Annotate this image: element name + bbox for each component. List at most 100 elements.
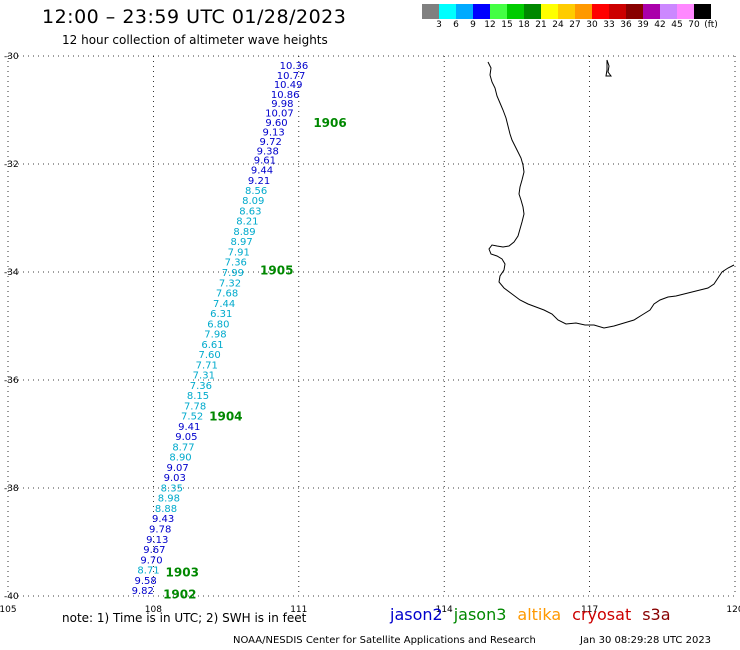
wave-height-observations: 10.3610.7710.4910.869.9810.079.609.139.7… [132,61,309,597]
pass-time-label: 1903 [166,566,199,580]
wave-height-value: 9.13 [146,535,168,546]
wave-height-value: 9.60 [265,118,287,129]
wave-height-value: 8.35 [161,483,183,494]
pass-time-label: 1904 [209,410,242,424]
lon-tick-label: 111 [290,605,307,615]
map-grid [7,55,736,597]
wave-height-value: 9.78 [149,525,171,536]
scale-label: 39 [637,20,649,30]
wave-height-value: 10.86 [271,90,300,101]
wave-height-value: 9.03 [164,473,186,484]
generated-timestamp: Jan 30 08:29:28 UTC 2023 [580,635,712,646]
wave-height-value: 10.77 [277,71,306,82]
pass-time-label: 1905 [260,263,293,277]
scale-swatch [677,4,694,19]
wave-height-value: 7.91 [228,247,250,258]
coastline-island [605,59,612,77]
lat-tick-label: -34 [4,268,19,278]
map-title: 12:00 – 23:59 UTC 01/28/2023 [42,6,347,28]
lat-tick-label: -32 [4,160,19,170]
lat-tick-label: -36 [4,376,19,386]
wave-height-value: 8.63 [239,206,261,217]
scale-swatch [694,4,711,19]
wave-height-value: 9.67 [143,545,165,556]
wave-height-value: 9.61 [254,156,276,167]
wave-height-value: 9.07 [167,463,189,474]
scale-label: 42 [654,20,666,30]
color-scale-swatches [422,4,711,19]
lat-tick-label: -38 [4,484,19,494]
wave-height-value: 8.98 [158,494,180,505]
wave-height-value: 10.49 [274,80,303,91]
wave-height-value: 8.71 [137,566,159,577]
wave-height-value: 9.43 [152,514,174,525]
wave-height-value: 7.68 [216,289,238,300]
pass-time-labels: 1906 1905 1904 1903 1902 [163,116,347,601]
wave-height-value: 7.32 [219,278,241,289]
scale-label: 3 [436,20,442,30]
wave-height-value: 9.44 [251,165,273,176]
scale-swatch [439,4,456,19]
wave-height-value: 9.41 [178,422,200,433]
wave-height-value: 10.36 [280,61,309,72]
scale-label: 45 [671,20,683,30]
coastline-australia [487,59,735,329]
wave-height-value: 7.31 [193,371,215,382]
satellite-legend-s3a: s3a [642,605,671,624]
scale-swatch [660,4,677,19]
scale-swatch [626,4,643,19]
wave-height-value: 9.21 [248,176,270,187]
scale-label: 9 [470,20,476,30]
scale-swatch [575,4,592,19]
wave-height-value: 7.52 [181,412,203,423]
wave-height-color-scale: 3 6 9 12 15 18 21 24 27 30 33 36 39 42 45 70 (ft) [422,4,718,31]
wave-height-value: 9.05 [175,432,197,443]
wave-height-value: 9.82 [132,586,154,597]
scale-label: 6 [453,20,459,30]
lon-tick-label: 108 [145,605,162,615]
coastline-west-australia [487,61,735,329]
note-text: note: 1) Time is in UTC; 2) SWH is in fe… [62,611,307,625]
scale-swatch [422,4,439,19]
scale-swatch [558,4,575,19]
lon-tick-label: 120 [726,605,740,615]
scale-label: (ft) [704,20,718,30]
lat-tick-label: -40 [4,592,19,602]
wave-height-value: 9.58 [135,576,157,587]
wave-height-value: 9.72 [260,137,282,148]
scale-label: 36 [620,20,632,30]
wave-height-value: 7.36 [190,381,212,392]
wave-height-value: 8.21 [236,217,258,228]
satellite-legend-jason3: jason3 [453,605,507,624]
wave-height-value: 7.78 [184,401,206,412]
satellite-legend-cryosat: cryosat [572,605,632,624]
scale-swatch [609,4,626,19]
scale-label: 70 [688,20,700,30]
scale-label: 33 [603,20,615,30]
satellite-legend-jason2: jason2 [390,605,443,624]
scale-label: 15 [501,20,513,30]
wave-height-value: 7.71 [196,360,218,371]
satellite-legend-altika: altika [517,605,562,624]
lat-tick-label: -30 [4,52,19,62]
pass-time-label: 1906 [313,116,346,130]
wave-height-value: 8.89 [233,227,255,238]
wave-height-value: 10.07 [265,109,294,120]
scale-swatch [643,4,660,19]
color-scale-labels: 3 6 9 12 15 18 21 24 27 30 33 36 39 42 45 70 (ft) [422,19,718,31]
wave-height-value: 6.61 [201,340,223,351]
scale-label: 12 [484,20,496,30]
wave-height-value: 8.15 [187,391,209,402]
scale-swatch [524,4,541,19]
wave-height-value: 9.38 [257,147,279,158]
lon-tick-label: 114 [436,605,453,615]
wave-height-value: 9.13 [262,128,284,139]
wave-height-value: 7.36 [225,258,247,269]
satellite-legend: jason2 jason3 altika cryosat s3a [390,605,682,624]
scale-label: 30 [586,20,598,30]
wave-height-value: 9.70 [140,555,162,566]
scale-label: 24 [552,20,564,30]
wave-height-value: 8.56 [245,186,267,197]
scale-label: 27 [569,20,581,30]
